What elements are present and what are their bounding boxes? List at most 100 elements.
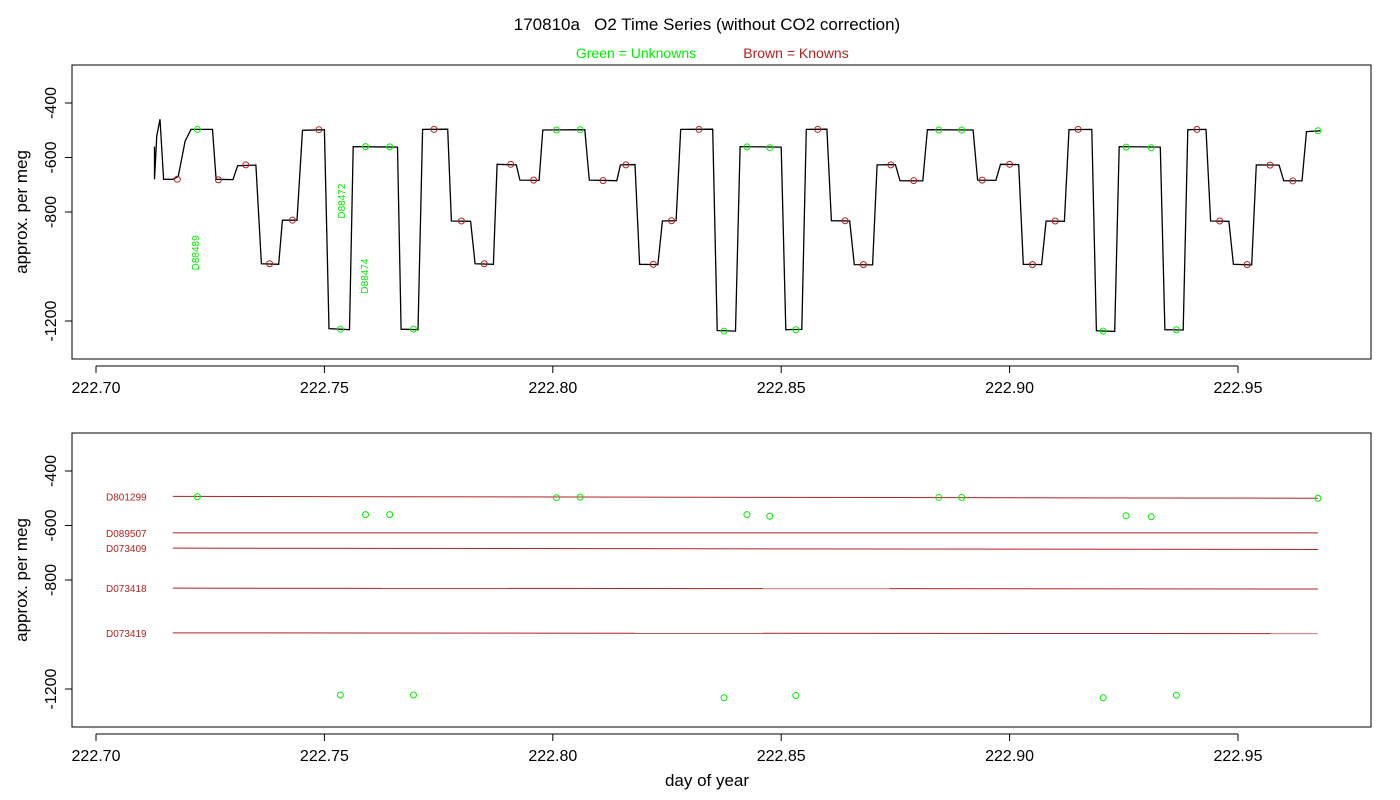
x-tick-label: 222.80	[528, 380, 577, 397]
unknown-point	[409, 325, 417, 333]
unknown-point	[935, 493, 943, 501]
known-point	[480, 260, 488, 268]
x-tick-label: 222.95	[1214, 748, 1263, 765]
unknown-point	[362, 511, 370, 519]
x-axis-label: day of year	[665, 771, 749, 790]
known-point	[1216, 217, 1224, 225]
unknown-point	[1314, 494, 1322, 502]
y-tick-label: -800	[43, 196, 60, 228]
known-point	[242, 161, 250, 169]
known-point	[599, 177, 607, 185]
unknown-point	[362, 143, 370, 151]
known-line-label: D073409	[106, 544, 147, 555]
unknown-point	[193, 493, 201, 501]
plot-frame	[71, 432, 1372, 728]
y-tick-label: -800	[43, 564, 60, 596]
unknown-annotation: D88474	[360, 258, 371, 293]
unknown-point	[1172, 326, 1180, 334]
y-tick-label: -1200	[43, 300, 60, 341]
known-line-label: D089507	[106, 529, 147, 540]
x-tick-label: 222.80	[528, 748, 577, 765]
known-point	[1051, 217, 1059, 225]
known-line-label: D073418	[106, 584, 147, 595]
unknown-point	[576, 493, 584, 501]
known-point	[910, 177, 918, 185]
x-tick-label: 222.85	[757, 380, 806, 397]
unknown-point	[1147, 513, 1155, 521]
bottom-panel: -400 -600 -800 -1200 222.70 222.75 222.80 222.8…	[12, 432, 1372, 765]
unknown-point	[792, 326, 800, 334]
x-tick-label: 222.90	[985, 380, 1034, 397]
known-point	[288, 216, 296, 224]
unknown-point	[720, 327, 728, 335]
known-point	[649, 260, 657, 268]
unknown-point	[1122, 143, 1130, 151]
known-line-label: D073419	[106, 629, 147, 640]
x-tick-label: 222.70	[72, 380, 121, 397]
x-tick-label: 222.90	[985, 748, 1034, 765]
known-point	[315, 126, 323, 134]
unknown-point	[576, 126, 584, 134]
chart-title: 170810a O2 Time Series (without CO2 corr…	[514, 15, 900, 34]
known-point	[457, 217, 465, 225]
known-fit-line	[172, 495, 1318, 499]
unknown-point	[193, 125, 201, 133]
unknown-point	[336, 691, 344, 699]
unknown-point	[386, 511, 394, 519]
y-axis-label: approx. per meg	[12, 518, 31, 642]
y-tick-label: -600	[43, 141, 60, 173]
known-point	[530, 176, 538, 184]
known-fit-line	[172, 547, 1318, 550]
unknown-point	[743, 143, 751, 151]
y-tick-label: -400	[43, 455, 60, 487]
unknown-point	[766, 144, 774, 152]
unknown-point	[743, 511, 751, 519]
known-point	[695, 125, 703, 133]
y-tick-label: -600	[43, 509, 60, 541]
unknown-point	[1099, 327, 1107, 335]
unknown-point	[1172, 691, 1180, 699]
known-point	[814, 125, 822, 133]
known-point	[214, 176, 222, 184]
unknown-point	[720, 694, 728, 702]
unknown-point	[409, 691, 417, 699]
legend-knowns: Brown = Knowns	[743, 45, 848, 61]
y-tick-label: -400	[43, 87, 60, 119]
unknown-point	[935, 126, 943, 134]
legend-unknowns: Green = Unknowns	[576, 45, 696, 61]
o2-trace-line	[153, 119, 1321, 333]
known-point	[1243, 261, 1251, 269]
unknown-point	[386, 143, 394, 151]
unknown-point	[552, 126, 560, 134]
known-fit-line	[172, 632, 1318, 635]
known-point	[507, 160, 515, 168]
x-tick-label: 222.95	[1214, 380, 1263, 397]
top-panel: -400 -600 -800 -1200 222.70 222.75 222.80 222.8…	[12, 64, 1372, 397]
unknown-point	[958, 126, 966, 134]
y-axis-label: approx. per meg	[12, 150, 31, 274]
x-tick-label: 222.85	[757, 748, 806, 765]
known-point	[668, 217, 676, 225]
plot-frame	[71, 64, 1372, 360]
known-point	[1074, 125, 1082, 133]
x-tick-label: 222.75	[300, 380, 349, 397]
x-tick-label: 222.70	[72, 748, 121, 765]
unknown-point	[766, 512, 774, 520]
known-line-label: D801299	[106, 492, 147, 503]
unknown-point	[1122, 512, 1130, 520]
known-point	[1028, 261, 1036, 269]
known-point	[1006, 160, 1014, 168]
unknown-point	[336, 325, 344, 333]
known-point	[841, 217, 849, 225]
known-point	[430, 125, 438, 133]
unknown-point	[1099, 694, 1107, 702]
known-point	[1289, 177, 1297, 185]
unknown-point	[552, 494, 560, 502]
known-point	[266, 260, 274, 268]
unknown-point	[792, 692, 800, 700]
unknown-point	[958, 493, 966, 501]
known-point	[859, 261, 867, 269]
unknown-point	[1147, 144, 1155, 152]
known-point	[173, 175, 181, 183]
known-point	[887, 161, 895, 169]
